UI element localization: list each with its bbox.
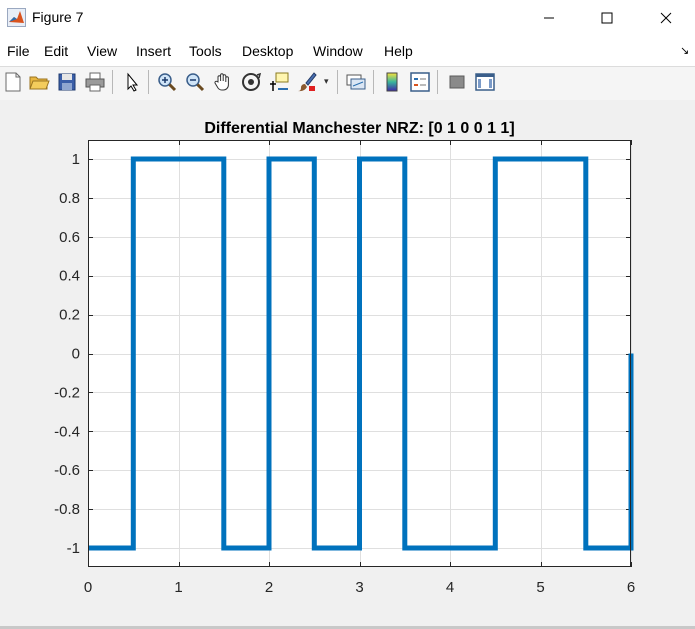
minimize-button[interactable] xyxy=(526,0,572,36)
menu-edit[interactable]: Edit xyxy=(44,43,69,59)
select-pointer-button[interactable] xyxy=(120,70,144,94)
save-icon xyxy=(58,73,76,91)
link-plot-icon xyxy=(346,74,366,90)
show-plot-tools-button[interactable] xyxy=(473,70,497,94)
x-tick-label: 1 xyxy=(174,579,182,596)
close-icon xyxy=(660,12,672,24)
x-tick-labels: 0 1 2 3 4 5 6 xyxy=(84,579,635,596)
y-tick-label: 0.6 xyxy=(59,229,80,246)
title-bar: Figure 7 xyxy=(0,0,695,36)
menu-bar xyxy=(0,36,695,66)
toolbar-separator xyxy=(337,70,338,94)
x-tick-label: 6 xyxy=(627,579,635,596)
menu-window[interactable]: Window xyxy=(313,43,363,59)
zoom-in-button[interactable] xyxy=(155,70,179,94)
link-plot-button[interactable] xyxy=(344,70,368,94)
hide-plot-tools-icon xyxy=(449,75,465,89)
x-tick-label: 2 xyxy=(265,579,273,596)
rotate-3d-icon xyxy=(242,72,262,91)
data-cursor-button[interactable] xyxy=(267,70,291,94)
y-tick-label: -0.6 xyxy=(54,462,80,479)
print-button[interactable] xyxy=(83,70,107,94)
y-tick-label: -1 xyxy=(67,540,80,557)
pan-icon xyxy=(214,73,229,91)
figure-canvas: 0 1 2 3 4 5 6 1 0.8 0.6 0.4 0.2 0 -0.2 -0.4 -0.6 -0.8 -1… xyxy=(0,100,695,629)
dock-figure-icon[interactable]: ↘ xyxy=(680,45,690,57)
close-button[interactable] xyxy=(643,0,689,36)
pan-button[interactable] xyxy=(211,70,235,94)
open-file-button[interactable] xyxy=(27,70,51,94)
open-file-icon xyxy=(29,76,50,90)
menu-file[interactable]: File xyxy=(7,43,30,59)
select-pointer-icon xyxy=(127,72,139,92)
x-tick-label: 0 xyxy=(84,579,92,596)
new-figure-icon xyxy=(5,72,21,92)
zoom-out-button[interactable] xyxy=(183,70,207,94)
chart-title: Differential Manchester NRZ: [0 1 0 0 1 … xyxy=(204,120,514,137)
y-tick-label: 0.8 xyxy=(59,190,80,207)
zoom-in-icon xyxy=(158,73,177,92)
legend-icon xyxy=(410,72,430,92)
brush-dropdown-icon[interactable]: ▾ xyxy=(324,76,329,86)
series-group xyxy=(88,156,634,551)
show-plot-tools-icon xyxy=(475,73,495,91)
rotate-3d-button[interactable] xyxy=(239,70,263,94)
menu-view[interactable]: View xyxy=(87,43,118,59)
colorbar-icon xyxy=(386,72,398,92)
y-tick-label: -0.8 xyxy=(54,501,80,518)
legend-button[interactable] xyxy=(408,70,432,94)
y-tick-label: 1 xyxy=(72,151,80,168)
print-icon xyxy=(85,72,105,92)
brush-button[interactable] xyxy=(295,70,319,94)
y-tick-label: -0.2 xyxy=(54,384,80,401)
x-tick-label: 5 xyxy=(536,579,544,596)
colorbar-button[interactable] xyxy=(380,70,404,94)
new-figure-button[interactable] xyxy=(1,70,25,94)
toolbar-separator xyxy=(148,70,149,94)
plot-canvas: 0 1 2 3 4 5 6 1 0.8 0.6 0.4 0.2 0 -0.2 -0.4 -0.6 -0.8 -1… xyxy=(54,120,635,596)
series-line-0[interactable] xyxy=(88,156,634,551)
matlab-logo-icon xyxy=(7,8,26,27)
toolbar-separator xyxy=(373,70,374,94)
toolbar-separator xyxy=(437,70,438,94)
zoom-out-icon xyxy=(186,73,205,92)
toolbar-separator xyxy=(112,70,113,94)
menu-help[interactable]: Help xyxy=(384,43,413,59)
brush-icon xyxy=(298,72,317,92)
x-tick-label: 4 xyxy=(446,579,454,596)
menu-insert[interactable]: Insert xyxy=(136,43,172,59)
minimize-icon xyxy=(544,17,554,19)
y-tick-label: -0.4 xyxy=(54,423,80,440)
window-title: Figure 7 xyxy=(32,9,84,25)
x-tick-label: 3 xyxy=(355,579,363,596)
data-cursor-icon xyxy=(270,72,289,91)
hide-plot-tools-button[interactable] xyxy=(445,70,469,94)
y-tick-label: 0.4 xyxy=(59,268,80,285)
y-tick-label: 0 xyxy=(72,346,80,363)
save-button[interactable] xyxy=(55,70,79,94)
maximize-icon xyxy=(601,12,613,24)
axes-box xyxy=(88,140,631,567)
window-bottom-edge xyxy=(0,626,695,629)
maximize-button[interactable] xyxy=(584,0,630,36)
y-tick-label: 0.2 xyxy=(59,307,80,324)
menu-tools[interactable]: Tools xyxy=(189,43,222,59)
menu-desktop[interactable]: Desktop xyxy=(242,43,294,59)
y-tick-labels: 1 0.8 0.6 0.4 0.2 0 -0.2 -0.4 -0.6 -0.8 -1 xyxy=(54,151,80,557)
